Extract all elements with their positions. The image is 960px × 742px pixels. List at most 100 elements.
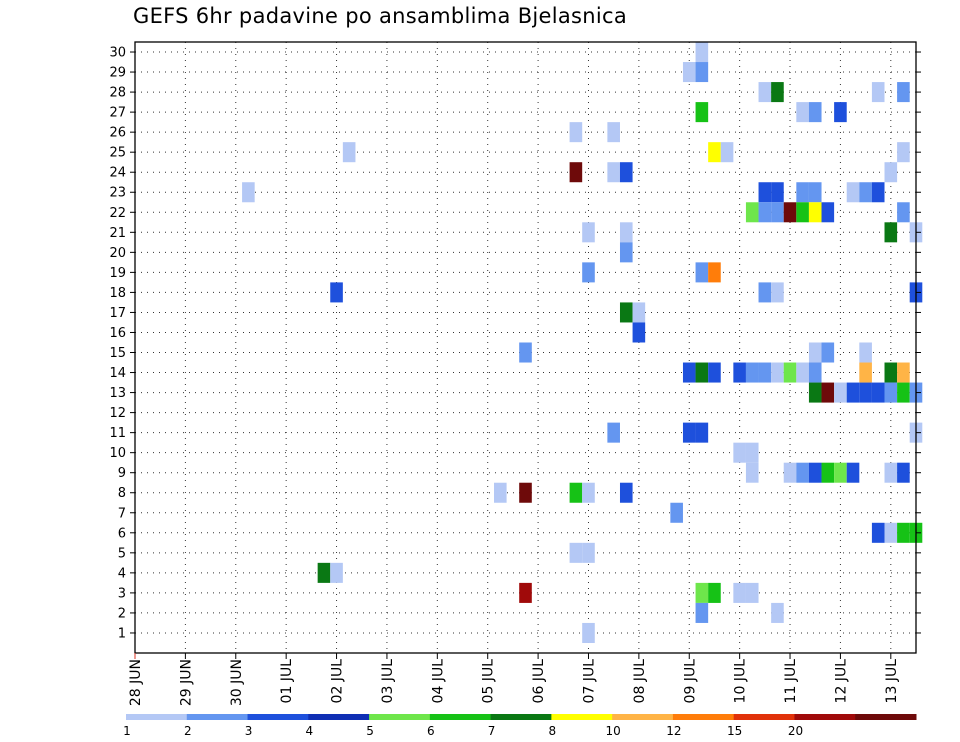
precip-cell xyxy=(745,362,759,383)
precip-cell xyxy=(733,582,746,603)
colorbar-swatch xyxy=(429,714,492,720)
precip-cell xyxy=(758,282,772,303)
x-tick-label: 10 JUL xyxy=(733,659,749,704)
precip-cell xyxy=(808,342,822,363)
precip-cell xyxy=(884,522,898,543)
precip-cell xyxy=(859,182,872,203)
precip-cell xyxy=(859,342,872,363)
precip-cell xyxy=(758,202,772,223)
x-tick-label: 04 JUL xyxy=(430,659,446,704)
precip-cell xyxy=(808,182,822,203)
precip-cell xyxy=(695,422,709,443)
precip-cell xyxy=(682,62,696,83)
colorbar-swatch xyxy=(794,714,856,720)
precip-cell xyxy=(821,382,835,403)
precip-cell xyxy=(796,102,809,123)
precip-cell xyxy=(519,582,532,603)
precip-cell xyxy=(619,162,633,183)
precip-cell xyxy=(695,42,709,63)
precip-cell xyxy=(745,462,759,483)
y-tick-label: 25 xyxy=(109,146,126,161)
precip-cell xyxy=(733,362,746,383)
precip-cell xyxy=(871,182,885,203)
colorbar-label: 12 xyxy=(666,724,681,738)
precip-cell xyxy=(569,482,583,503)
x-tick-label: 08 JUL xyxy=(632,659,648,704)
y-tick-label: 28 xyxy=(109,86,126,101)
colorbar-swatch xyxy=(369,714,431,720)
y-tick-label: 10 xyxy=(109,446,126,461)
colorbar-swatch xyxy=(855,714,917,720)
precip-cell xyxy=(569,162,583,183)
precip-cell xyxy=(796,362,809,383)
y-tick-label: 14 xyxy=(109,366,126,381)
y-tick-label: 12 xyxy=(109,406,126,421)
x-tick-label: 12 JUL xyxy=(833,659,849,704)
precip-cell xyxy=(330,562,343,583)
precip-cell xyxy=(695,102,709,123)
colorbar-swatch xyxy=(490,714,552,720)
y-tick-label: 8 xyxy=(118,486,126,501)
precip-cell xyxy=(834,102,847,123)
x-tick-label: 13 JUL xyxy=(884,659,900,704)
precip-cell xyxy=(796,182,809,203)
precip-cell xyxy=(871,82,885,103)
precip-cell xyxy=(859,362,872,383)
precip-cell xyxy=(695,262,709,283)
y-tick-label: 23 xyxy=(109,186,126,201)
colorbar-swatch xyxy=(247,714,309,720)
x-tick-label: 05 JUL xyxy=(481,659,497,704)
colorbar-swatch xyxy=(672,714,735,720)
precip-cell xyxy=(859,382,872,403)
precip-cell xyxy=(758,182,772,203)
precip-cell xyxy=(884,382,898,403)
precip-cell xyxy=(745,582,759,603)
precip-cell xyxy=(569,122,583,143)
colorbar-swatch xyxy=(308,714,370,720)
precip-cell xyxy=(720,142,734,163)
precip-cell xyxy=(619,222,633,243)
precip-cell xyxy=(897,462,910,483)
x-tick-label: 07 JUL xyxy=(581,659,597,704)
precip-cell xyxy=(771,602,784,623)
precip-cell xyxy=(317,562,331,583)
precip-cell xyxy=(897,522,910,543)
precip-cell xyxy=(796,462,809,483)
precip-cell xyxy=(619,482,633,503)
x-tick-label: 28 JUN xyxy=(128,659,144,706)
colorbar-swatch xyxy=(126,714,188,720)
colorbar-swatch xyxy=(551,714,613,720)
precip-cell xyxy=(695,362,709,383)
precip-cell xyxy=(808,382,822,403)
y-tick-label: 13 xyxy=(109,386,126,401)
precip-cell xyxy=(582,222,595,243)
precip-cell xyxy=(607,122,620,143)
precip-cell xyxy=(821,342,835,363)
precip-cell xyxy=(834,462,847,483)
y-tick-label: 9 xyxy=(118,466,126,481)
colorbar-label: 4 xyxy=(305,724,313,738)
precip-cell xyxy=(771,82,784,103)
colorbar-swatch xyxy=(612,714,674,720)
precip-cell xyxy=(884,162,898,183)
precip-cell xyxy=(884,462,898,483)
colorbar-label: 6 xyxy=(427,724,435,738)
precip-cell xyxy=(695,602,709,623)
precip-cell xyxy=(582,622,595,643)
precip-cell xyxy=(783,362,797,383)
y-tick-label: 11 xyxy=(109,426,126,441)
precip-cell xyxy=(808,202,822,223)
y-tick-label: 15 xyxy=(109,346,126,361)
precip-cell xyxy=(758,82,772,103)
colorbar-label: 5 xyxy=(366,724,374,738)
precip-cell xyxy=(884,362,898,383)
precip-cell xyxy=(682,422,696,443)
chart-title: GEFS 6hr padavine po ansamblima Bjelasni… xyxy=(133,4,628,28)
y-tick-label: 30 xyxy=(109,46,126,61)
y-tick-label: 4 xyxy=(118,566,126,581)
precip-cell xyxy=(708,362,721,383)
colorbar-label: 15 xyxy=(727,724,742,738)
precip-cell xyxy=(619,302,633,323)
colorbar-label: 8 xyxy=(549,724,557,738)
